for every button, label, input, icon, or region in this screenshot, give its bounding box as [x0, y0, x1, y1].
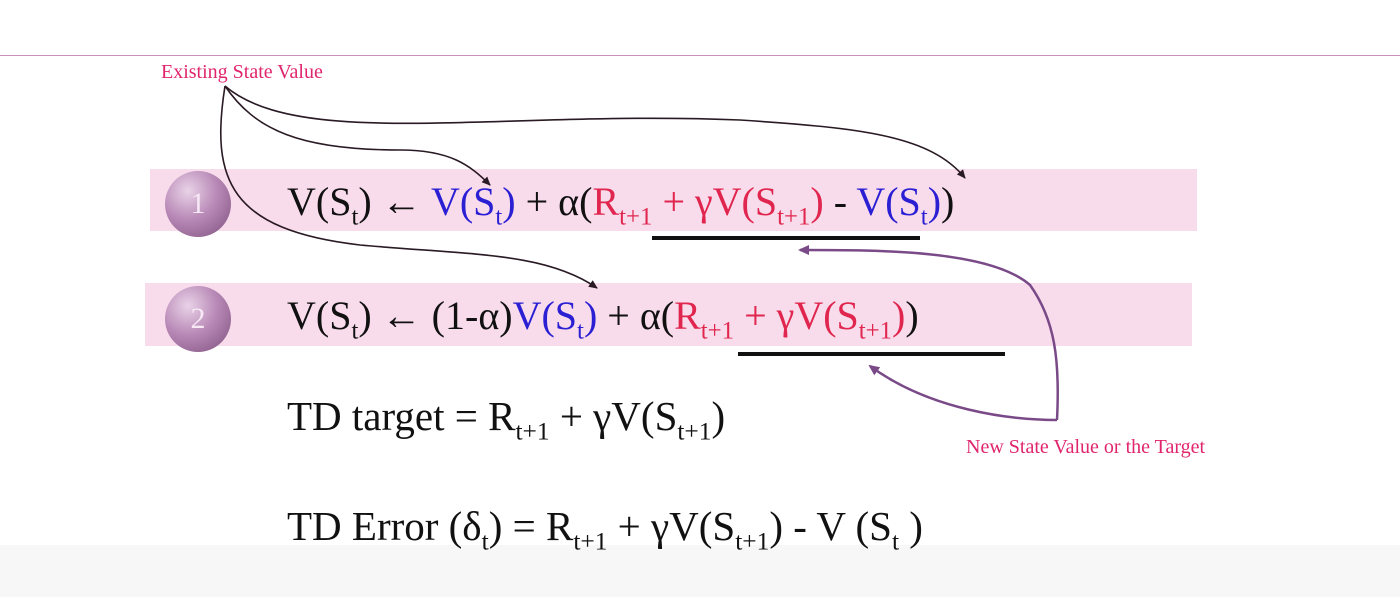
eq1-t-blue: t: [495, 203, 503, 231]
td-error-label: TD Error (δ: [287, 503, 482, 549]
arrow-to-last-v: [224, 85, 966, 179]
top-divider: [0, 55, 1400, 56]
eq1-t1b: t+1: [777, 203, 811, 231]
eq1-end: ): [941, 179, 955, 224]
arrow-to-underline-2: [868, 364, 1058, 422]
eq2-t1b: t+1: [858, 317, 893, 345]
td-error-minus-v: ) - V (S: [769, 503, 892, 549]
eq1-close-red: ): [810, 179, 824, 224]
eq1-minus: -: [823, 179, 857, 224]
existing-state-label: Existing State Value: [161, 61, 323, 83]
eq2-one-minus-alpha: (1-α): [431, 293, 513, 338]
target-underline-2: [738, 352, 1005, 356]
equation-2-band: [145, 283, 1192, 346]
td-target-t1b: t+1: [677, 417, 712, 446]
eq1-close-blue: ): [502, 179, 516, 224]
equation-1: V(St) ← V(St) + α(Rt+1 + γV(St+1) - V(St…: [287, 178, 955, 229]
eq1-t-blue-2: t: [920, 203, 928, 231]
eq2-v: V(S: [287, 293, 352, 338]
td-target-label: TD target = R: [287, 393, 516, 439]
td-error-eq-r: ) = R: [488, 503, 574, 549]
td-error-end: ): [899, 503, 923, 549]
eq1-t: t: [351, 203, 359, 231]
eq1-v: V(S: [287, 179, 352, 224]
arrow-to-first-v: [224, 85, 491, 186]
eq2-gamma-v: + γV(S: [734, 293, 859, 338]
eq2-v-blue: V(S: [512, 293, 578, 338]
eq2-t1: t+1: [700, 317, 735, 345]
eq2-t-blue: t: [577, 317, 584, 345]
td-error-t1: t+1: [573, 527, 608, 556]
td-error-t1b: t+1: [735, 527, 770, 556]
eq1-arrow: ) ←: [358, 179, 431, 224]
target-label: New State Value or the Target: [966, 436, 1206, 458]
td-target-equation: TD target = Rt+1 + γV(St+1): [287, 392, 726, 444]
step-2-badge: 2: [165, 286, 231, 352]
eq2-arrow: ) ←: [358, 293, 432, 338]
td-target-gamma-v: + γV(S: [549, 393, 678, 439]
eq1-gamma-v: + γV(S: [652, 179, 778, 224]
arrow-to-underline-1: [798, 245, 1060, 421]
eq2-end: ): [905, 293, 919, 338]
arrow-to-eq2-v: [219, 85, 598, 289]
equation-2: V(St) ← (1-α)V(St) + α(Rt+1 + γV(St+1)): [287, 292, 919, 343]
td-error-gamma-v: + γV(S: [607, 503, 736, 549]
eq1-t1: t+1: [619, 203, 653, 231]
eq1-v-blue: V(S: [430, 179, 496, 224]
step-1-badge: 1: [165, 171, 231, 237]
td-error-equation: TD Error (δt) = Rt+1 + γV(St+1) - V (St …: [287, 502, 923, 554]
eq2-t: t: [351, 317, 359, 345]
eq1-r: R: [592, 179, 620, 224]
eq1-plus-alpha: + α(: [515, 179, 593, 224]
eq2-r: R: [674, 293, 701, 338]
td-target-end: ): [711, 393, 726, 439]
bottom-strip: [0, 545, 1400, 597]
eq2-close-red: ): [892, 293, 906, 338]
eq2-close-blue: ): [583, 293, 598, 338]
equation-1-band: [150, 169, 1197, 231]
td-error-t2: t: [891, 527, 900, 556]
target-underline-1: [652, 236, 920, 240]
eq1-close-blue-2: ): [927, 179, 942, 224]
eq2-plus-alpha: + α(: [597, 293, 675, 338]
td-error-t: t: [481, 527, 489, 556]
eq1-v-blue-2: V(S: [856, 179, 921, 224]
td-target-t1: t+1: [515, 417, 550, 446]
